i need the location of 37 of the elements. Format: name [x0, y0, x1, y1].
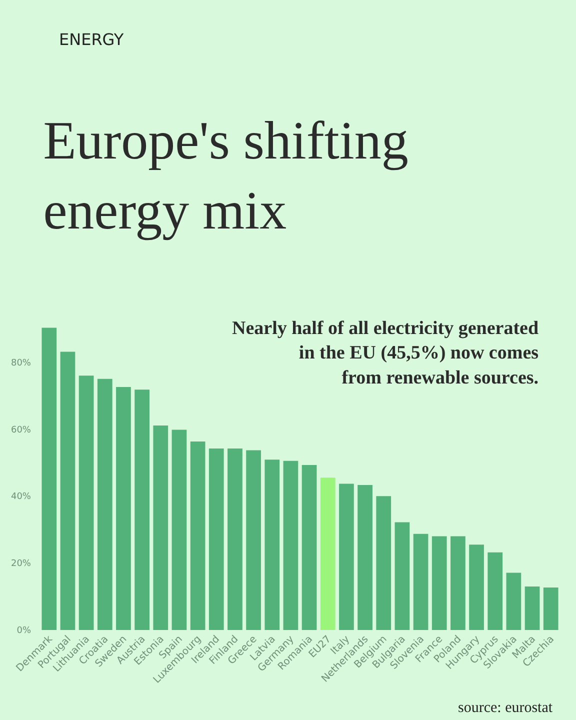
y-tick-label: 40% [10, 492, 32, 502]
bar [413, 534, 428, 630]
bar [394, 522, 410, 630]
bar [283, 460, 298, 630]
bar [469, 544, 484, 630]
bar [488, 552, 503, 630]
bar [42, 328, 57, 630]
bar [339, 484, 354, 630]
bar [60, 352, 76, 630]
bar [78, 376, 94, 630]
bar [264, 460, 280, 630]
bar [506, 572, 522, 630]
text: ENERGY [59, 30, 124, 49]
bar [116, 386, 131, 630]
bar [302, 464, 317, 630]
chart-title: Europe's shifting energy mix [43, 110, 408, 241]
bar [246, 450, 261, 630]
y-tick-label: 0% [16, 626, 32, 636]
y-tick-label: 80% [10, 358, 32, 368]
bar [358, 485, 372, 630]
bar [543, 587, 558, 630]
bar [432, 536, 447, 630]
bar [320, 478, 336, 630]
bar [450, 536, 466, 630]
y-tick-label: 60% [10, 425, 32, 436]
bar [97, 378, 112, 630]
bar [134, 390, 150, 630]
bar [208, 448, 224, 630]
text: Nearly half of all electricity generated in the EU (45,5%) now comes from renewable sources. [232, 318, 539, 388]
bar [153, 425, 168, 630]
bar [228, 448, 242, 630]
bar [172, 430, 187, 630]
bar [524, 586, 540, 630]
bar [376, 496, 392, 630]
y-tick-label: 20% [10, 559, 32, 570]
source-note: source: eurostat [458, 700, 554, 716]
bar [190, 442, 206, 630]
